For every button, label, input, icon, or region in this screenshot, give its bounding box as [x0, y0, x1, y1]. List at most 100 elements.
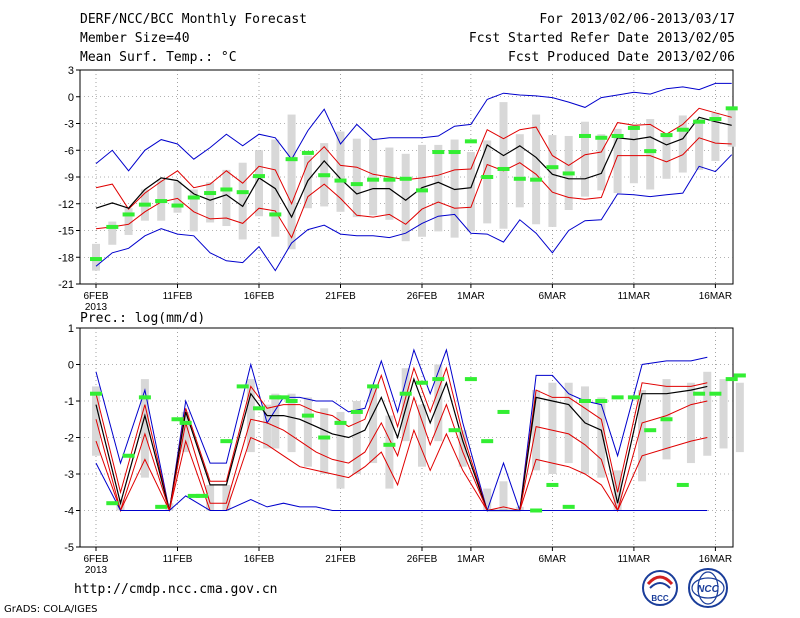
- observed-marker: [513, 176, 526, 181]
- x-tick-label: 6MAR: [539, 291, 567, 302]
- y-tick-label: 0: [68, 92, 74, 104]
- observed-marker: [383, 442, 396, 447]
- series-mean-line: [95, 116, 732, 219]
- observed-marker: [269, 212, 282, 217]
- spread-bar: [532, 114, 541, 225]
- spread-bar: [548, 135, 557, 227]
- observed-marker: [562, 171, 575, 176]
- x-tick-label: 21FEB: [325, 291, 356, 302]
- observed-marker: [138, 202, 151, 207]
- x-tick-label: 6FEB: [83, 554, 108, 565]
- observed-marker: [416, 380, 428, 385]
- x-tick-label: 1MAR: [457, 291, 485, 302]
- grads-credit: GrADS: COLA/IGES: [4, 604, 98, 615]
- observed-marker: [416, 188, 428, 193]
- x-tick-label: 26FEB: [407, 291, 438, 302]
- observed-marker: [676, 127, 689, 132]
- observed-marker: [253, 174, 265, 179]
- spread-bar: [303, 397, 312, 467]
- observed-marker: [481, 175, 494, 179]
- spread-bar: [548, 382, 557, 474]
- spread-bar: [124, 208, 133, 235]
- observed-marker: [122, 212, 135, 217]
- observed-marker: [106, 224, 119, 229]
- spread-bar: [695, 119, 704, 170]
- series-min-line: [95, 462, 708, 511]
- series-mean-line: [95, 377, 708, 512]
- x-tick-label: 16MAR: [699, 291, 732, 302]
- y-tick-label: -2: [64, 433, 74, 445]
- spread-bar: [458, 430, 467, 467]
- spread-bar: [108, 221, 117, 245]
- observed-marker: [350, 409, 363, 414]
- observed-marker: [318, 173, 331, 178]
- series-upper-line: [95, 107, 732, 210]
- spread-bar: [638, 390, 647, 482]
- observed-marker: [660, 417, 673, 422]
- x-tick-label: 11MAR: [618, 554, 651, 565]
- y-tick-label: -15: [58, 226, 74, 238]
- spread-bar: [686, 382, 695, 464]
- y-tick-label: 3: [68, 65, 74, 77]
- spread-bar: [711, 112, 720, 161]
- spread-bar: [434, 144, 443, 232]
- x-tick-label: 11FEB: [163, 554, 193, 565]
- observed-marker: [497, 409, 510, 414]
- observed-marker: [644, 428, 657, 433]
- observed-marker: [660, 133, 673, 138]
- spread-bar: [515, 134, 524, 208]
- spread-bar: [735, 382, 744, 453]
- spread-bar: [532, 390, 541, 471]
- observed-marker: [138, 395, 151, 400]
- spread-bar: [165, 503, 174, 511]
- observed-marker: [236, 384, 249, 389]
- spread-bar: [597, 397, 606, 478]
- forecast-period: For 2013/02/06-2013/03/17: [539, 12, 735, 27]
- observed-marker: [318, 435, 331, 440]
- observed-marker: [383, 177, 396, 182]
- observed-marker: [187, 493, 200, 498]
- observed-marker: [285, 157, 298, 162]
- observed-marker: [171, 417, 184, 422]
- x-tick-label: 16FEB: [244, 291, 275, 302]
- series-lower-line: [95, 395, 708, 513]
- ncc-logo: NCC: [688, 568, 728, 608]
- observed-marker: [595, 135, 608, 140]
- observed-marker: [725, 377, 738, 382]
- observed-marker: [90, 391, 102, 396]
- chart-title: DERF/NCC/BCC Monthly Forecast: [80, 12, 307, 27]
- spread-bar: [246, 379, 255, 453]
- observed-marker: [627, 125, 640, 130]
- observed-marker: [179, 420, 192, 425]
- observed-marker: [155, 199, 168, 204]
- observed-marker: [595, 399, 608, 403]
- observed-marker: [530, 508, 543, 513]
- spread-bar: [271, 393, 280, 449]
- spread-bar: [466, 152, 475, 232]
- x-tick-label: 6MAR: [539, 554, 567, 565]
- variable-label: Mean Surf. Temp.: °C: [80, 50, 237, 65]
- observed-marker: [464, 139, 477, 144]
- observed-marker: [611, 133, 624, 138]
- series-max-line: [95, 348, 708, 513]
- refer-date: Fcst Started Refer Date 2013/02/05: [468, 31, 735, 46]
- spread-bar: [662, 135, 671, 179]
- y-tick-label: -3: [64, 119, 74, 131]
- observed-marker: [530, 177, 543, 182]
- observed-marker: [611, 395, 624, 400]
- observed-marker: [220, 439, 233, 444]
- spread-bar: [206, 484, 215, 511]
- spread-bar: [320, 408, 329, 474]
- observed-marker: [448, 150, 461, 155]
- source-url[interactable]: http://cmdp.ncc.cma.gov.cn: [74, 582, 278, 597]
- spread-bar: [483, 140, 492, 224]
- series-min-line: [95, 154, 733, 272]
- observed-marker: [106, 501, 119, 506]
- observed-marker: [399, 176, 412, 181]
- spread-bar: [703, 371, 712, 456]
- observed-marker: [627, 395, 640, 400]
- observed-marker: [481, 439, 494, 444]
- observed-marker: [90, 257, 102, 262]
- observed-marker: [122, 453, 135, 458]
- observed-marker: [195, 493, 208, 498]
